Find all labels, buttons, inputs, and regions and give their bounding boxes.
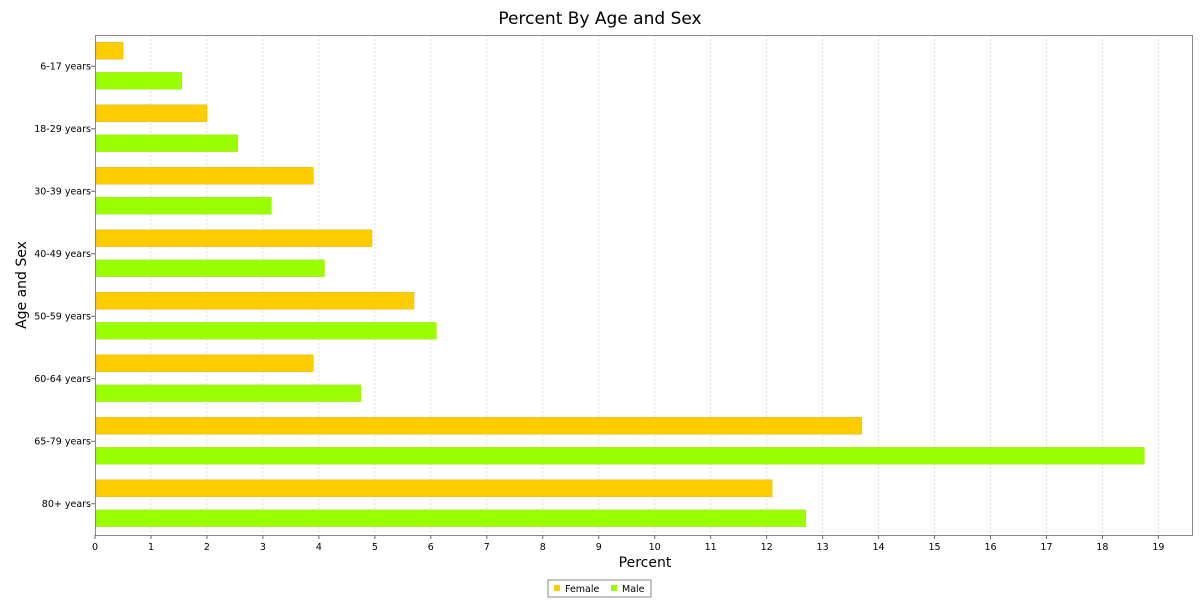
legend-swatch-male — [611, 585, 617, 591]
y-tick-label: 18-29 years — [34, 124, 91, 135]
y-tick-label: 30-39 years — [34, 186, 91, 197]
bar-female — [95, 166, 314, 185]
x-tick-label: 12 — [761, 542, 773, 553]
x-axis: 0 1 2 3 4 5 6 7 8 9 10 11 12 13 14 15 16 17 18 19 — [92, 535, 1164, 553]
x-tick-label: 6 — [428, 542, 434, 553]
x-tick-label: 2 — [204, 542, 210, 553]
bars — [95, 41, 1145, 528]
chart-title: Percent By Age and Sex — [498, 9, 701, 29]
legend-swatch-female — [554, 585, 560, 591]
y-tick-label: 50-59 years — [34, 311, 91, 322]
x-tick-label: 0 — [92, 542, 98, 553]
x-tick-label: 4 — [316, 542, 322, 553]
x-tick-label: 3 — [260, 542, 266, 553]
y-axis-label: Age and Sex — [14, 241, 30, 329]
bar-female — [95, 41, 124, 60]
bar-male — [95, 446, 1145, 465]
bar-female — [95, 479, 773, 498]
x-tick-label: 18 — [1096, 542, 1108, 553]
x-tick-label: 16 — [984, 542, 996, 553]
y-tick-label: 65-79 years — [34, 436, 91, 447]
x-tick-label: 19 — [1152, 542, 1164, 553]
x-tick-label: 14 — [873, 542, 885, 553]
legend-label-female: Female — [565, 584, 600, 595]
bar-male — [95, 509, 807, 528]
x-tick-label: 13 — [817, 542, 829, 553]
bar-female — [95, 354, 314, 373]
legend-label-male: Male — [622, 584, 645, 595]
y-tick-label: 80+ years — [42, 499, 91, 510]
x-tick-label: 9 — [596, 542, 602, 553]
legend: Female Male — [547, 579, 652, 598]
x-tick-label: 11 — [705, 542, 717, 553]
y-tick-label: 60-64 years — [34, 374, 91, 385]
bar-male — [95, 134, 239, 153]
x-tick-label: 10 — [649, 542, 661, 553]
bar-female — [95, 416, 863, 435]
x-tick-label: 8 — [540, 542, 546, 553]
bar-female — [95, 291, 415, 310]
legend-box — [547, 579, 652, 598]
bar-male — [95, 321, 437, 340]
x-tick-label: 7 — [484, 542, 490, 553]
y-axis: 6-17 years 18-29 years 30-39 years 40-49 ye… — [34, 61, 95, 510]
y-tick-label: 40-49 years — [34, 249, 91, 260]
bar-female — [95, 104, 208, 123]
x-tick-label: 5 — [372, 542, 378, 553]
x-axis-label: Percent — [619, 555, 672, 571]
bar-male — [95, 71, 183, 90]
bar-male — [95, 259, 325, 278]
bar-male — [95, 196, 272, 215]
bar-male — [95, 384, 362, 403]
y-tick-label: 6-17 years — [40, 61, 91, 72]
x-tick-label: 1 — [148, 542, 154, 553]
x-tick-label: 15 — [928, 542, 940, 553]
bar-female — [95, 229, 373, 248]
plot-border — [95, 35, 1193, 536]
x-tick-label: 17 — [1040, 542, 1052, 553]
